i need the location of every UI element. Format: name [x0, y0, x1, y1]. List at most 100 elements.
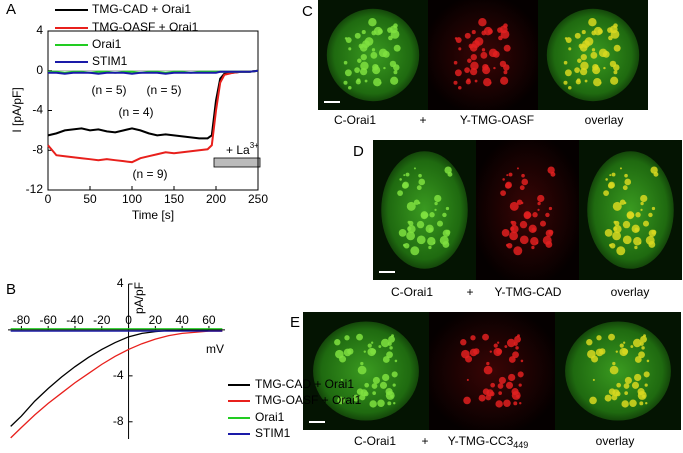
vesicle: [624, 178, 632, 186]
vesicle: [608, 333, 615, 341]
image-label-text: overlay: [596, 434, 635, 448]
vesicle: [466, 78, 471, 83]
image-label-subscript: 449: [513, 440, 528, 450]
vesicle: [420, 212, 428, 220]
x-tick-label: -60: [40, 313, 58, 327]
image-label: Y-TMG-CC3449: [448, 434, 529, 450]
vesicle: [616, 246, 626, 256]
vesicle: [360, 361, 364, 366]
vesicle: [568, 47, 572, 51]
image-label-text: C-Orai1: [354, 434, 396, 448]
x-tick-label: 60: [202, 313, 216, 327]
x-tick-label: -20: [93, 313, 111, 327]
vesicle: [410, 246, 420, 256]
vesicle: [483, 78, 492, 87]
vesicle: [425, 224, 434, 233]
annotation: (n = 9): [132, 167, 167, 181]
vesicle: [416, 220, 425, 229]
vesicle: [531, 245, 535, 250]
legend-label: Orai1: [92, 37, 122, 51]
vesicle: [519, 185, 525, 191]
vesicle: [640, 335, 647, 343]
vesicle: [648, 212, 653, 218]
legend-label: TMG-CAD + Orai1: [255, 377, 354, 391]
vesicle: [604, 229, 613, 237]
vesicle: [644, 383, 648, 387]
vesicle: [463, 396, 471, 405]
y-tick-label: 4: [36, 23, 43, 37]
image-label: C-Orai1: [354, 434, 396, 448]
vesicle: [576, 78, 581, 83]
vesicle: [506, 174, 509, 177]
blocker-label-text: + La: [226, 143, 250, 157]
panel-letter: B: [6, 281, 16, 298]
vesicle: [380, 338, 390, 348]
vesicle: [592, 378, 595, 382]
vesicle: [382, 356, 390, 363]
vesicle: [379, 81, 382, 84]
vesicle: [615, 350, 618, 353]
vesicle: [483, 365, 493, 375]
vesicle: [377, 399, 385, 407]
vesicle: [519, 220, 528, 229]
vesicle: [574, 67, 580, 74]
vesicle: [607, 182, 615, 189]
vesicle: [537, 194, 545, 203]
vesicle: [512, 351, 519, 359]
vesicle: [464, 67, 470, 74]
vesicle: [580, 53, 587, 61]
vesicle: [498, 376, 506, 384]
vesicle: [591, 48, 596, 52]
image-label-text: overlay: [585, 113, 624, 127]
image-label: C-Orai1: [334, 113, 376, 127]
y-tick-label: -12: [26, 182, 44, 196]
vesicle: [382, 373, 390, 382]
vesicle: [634, 356, 642, 363]
vesicle: [480, 51, 488, 59]
vesicle: [363, 350, 366, 353]
vesicle: [369, 400, 377, 408]
vesicle: [373, 78, 382, 87]
vesicle: [442, 212, 447, 218]
vesicle: [564, 69, 572, 77]
vesicle: [382, 50, 390, 58]
legend-label: TMG-OASF + Orai1: [255, 393, 362, 407]
vesicle: [401, 182, 409, 189]
vesicle: [413, 167, 416, 170]
vesicle: [403, 242, 410, 249]
vesicle: [648, 241, 656, 248]
legend-label: STIM1: [255, 426, 291, 440]
vesicle: [495, 400, 503, 408]
vesicle: [354, 67, 360, 74]
vesicle: [511, 220, 517, 226]
vesicle: [364, 382, 370, 388]
vesicle: [532, 212, 538, 218]
vesicle: [619, 199, 626, 205]
vesicle: [406, 231, 416, 241]
vesicle: [514, 335, 521, 343]
vesicle: [523, 212, 531, 220]
vesicle: [537, 208, 540, 211]
vesicle: [609, 242, 616, 249]
vesicle: [490, 382, 496, 388]
vesicle: [393, 44, 401, 52]
vesicle: [469, 44, 478, 52]
x-tick-label: 250: [248, 192, 268, 206]
vesicle: [508, 373, 516, 382]
vesicle: [518, 383, 522, 387]
vesicle: [640, 194, 648, 203]
vesicle: [391, 371, 398, 378]
cell: [381, 151, 468, 269]
vesicle: [622, 220, 631, 229]
legend-label: Orai1: [255, 410, 285, 424]
vesicle: [605, 178, 608, 181]
vesicle: [500, 30, 510, 39]
vesicle: [427, 237, 436, 246]
vesicle: [545, 241, 553, 248]
vesicle: [434, 194, 442, 203]
vesicle: [653, 171, 659, 177]
vesicle: [633, 237, 642, 246]
vesicle: [344, 37, 348, 40]
vesicle: [622, 185, 628, 191]
